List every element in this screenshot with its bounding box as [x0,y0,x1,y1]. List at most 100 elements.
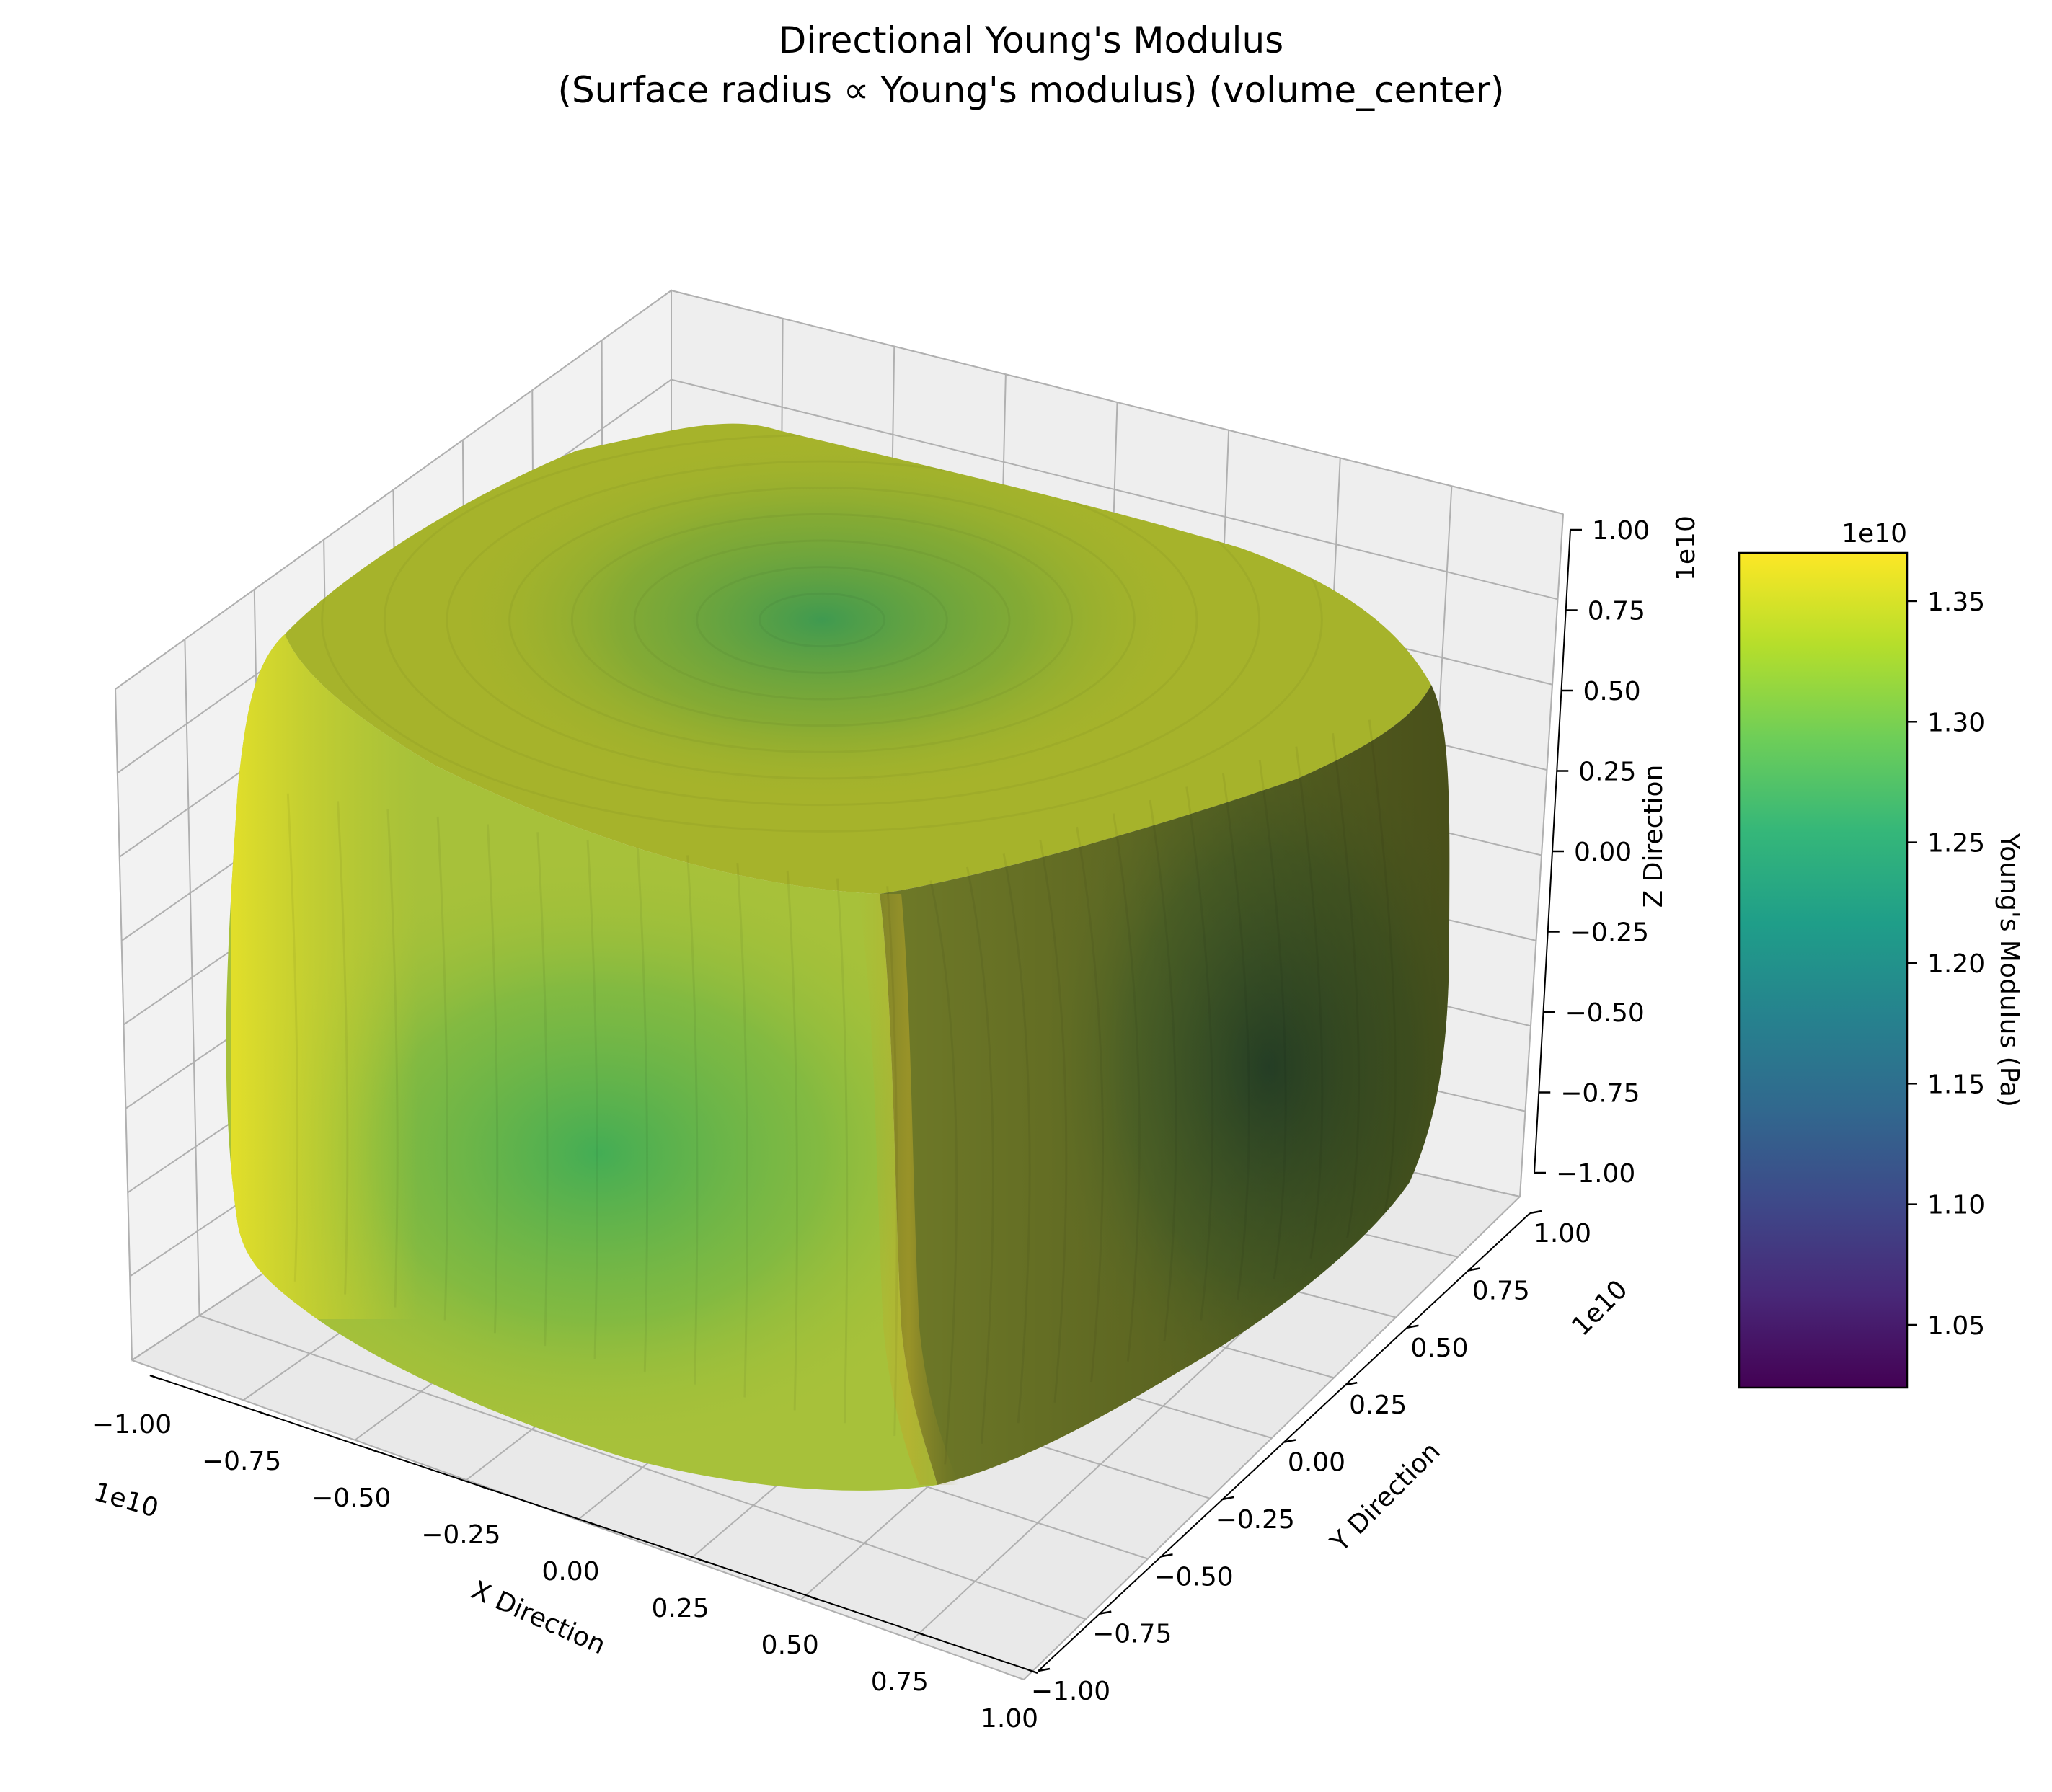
mesh-ring [446,460,1198,780]
tick-label: 0.75 [1588,597,1645,626]
tick-label: 1.00 [981,1704,1038,1734]
tick-label: 1.00 [1592,516,1650,546]
tick-mark [259,1411,270,1417]
tick-label: 1.00 [1534,1219,1591,1248]
tick-label: 0.00 [1574,838,1632,867]
tick-label: 0.25 [652,1594,709,1623]
surface-left-corner-highlight [231,634,418,1319]
mesh-line [1185,786,1214,1321]
mesh-line [486,824,499,1334]
tick-label: 0.50 [1583,677,1641,706]
tick-mark [917,1631,929,1638]
colorbar-tick-label: 1.05 [1927,1311,1985,1341]
mesh-line [436,816,448,1321]
mesh-ring [758,592,886,648]
mesh-line [1332,732,1361,1238]
mesh-ring [508,487,1136,753]
mesh-line [929,880,958,1465]
tick-label: 0.00 [541,1557,599,1587]
mesh-ring [570,513,1074,727]
grid-line [115,290,672,690]
mesh-line [886,886,898,1437]
colorbar-label: Young's Modulus (Pa) [1994,833,2024,1107]
surface-front-edge [858,894,959,1485]
tick-label: −0.50 [311,1483,391,1513]
tick-label: −1.00 [1556,1159,1635,1189]
colorbar-tick-label: 1.20 [1927,949,1985,979]
mesh-line [1258,760,1287,1279]
tick-label: −0.75 [202,1447,281,1476]
mesh-line [736,863,748,1398]
tick-mark [1529,1210,1542,1215]
tick-mark [1407,1324,1419,1329]
mesh-line [536,832,549,1347]
y-axis: −1.00 −0.75 −0.50 −0.25 0.000.250.500.751.00 [1031,1210,1591,1706]
surface-top-low-region [447,433,1197,807]
tick-mark [1027,1668,1038,1675]
tick-label: 0.25 [1578,758,1636,787]
tick-mark [149,1374,161,1380]
mesh-line [286,793,299,1282]
tick-label: 0.50 [761,1631,819,1660]
mesh-line [386,809,399,1308]
tick-label: 0.50 [1410,1334,1468,1363]
tick-mark [368,1447,380,1454]
colorbar-scale [1738,551,1909,1389]
mesh-line [1002,853,1031,1424]
z-axis: −1.00 −0.75 −0.50 −0.25 0.00 0.25 0.50 0.75 1.00 [1534,516,1650,1189]
mesh-line [786,870,798,1411]
mesh-line [1039,840,1068,1403]
z-axis-offset: 1e10 [1671,515,1701,581]
grid-line [671,378,1558,600]
tick-label: −0.25 [1570,918,1649,948]
x-axis-label: X Direction [467,1575,610,1660]
tick-mark [1468,1267,1480,1272]
grid-line [671,290,1564,515]
tick-label: −0.25 [1216,1505,1295,1535]
tick-label: −0.75 [1092,1620,1172,1649]
mesh-line [1221,773,1250,1300]
tick-label: 0.25 [1349,1390,1407,1420]
mesh-ring [696,566,948,674]
mesh-line [965,866,994,1444]
grid-line [1519,513,1564,1197]
tick-mark [1038,1667,1051,1672]
mesh-ring [321,423,1323,833]
tick-label: 0.75 [871,1667,929,1697]
z-axis-label: Z Direction [1639,765,1668,908]
mesh-line [836,878,849,1424]
x-axis: −1.00 −0.75 −0.50 −0.25 0.00 0.25 0.50 0.75 1.00 [92,1374,1038,1734]
colorbar: 1e10 Young's Modulus (Pa) 1.051.101.151.… [1738,519,2024,1389]
tick-mark [478,1484,490,1491]
mesh-line [1149,799,1177,1341]
tick-mark [1100,1610,1112,1615]
surface-mesh [286,423,1397,1465]
colorbar-tick-label: 1.15 [1927,1070,1985,1099]
tick-mark [1283,1439,1296,1443]
mesh-line [1112,813,1141,1362]
tick-mark [698,1558,709,1564]
tick-label: −0.50 [1154,1562,1233,1592]
mesh-line [337,801,349,1295]
y-axis-offset: 1e10 [1566,1274,1633,1341]
tick-label: 0.75 [1472,1276,1530,1305]
mesh-line [1368,719,1397,1217]
mesh-line [636,847,649,1372]
tick-mark [588,1521,599,1527]
mesh-ring [633,539,1011,701]
colorbar-ticks: 1.05 1.10 1.15 1.20 1.25 1.30 1.35 [1907,587,1985,1341]
tick-label: −0.50 [1565,998,1645,1028]
mesh-line [686,855,699,1385]
x-axis-offset: 1e10 [91,1477,162,1523]
tick-label: −0.25 [421,1520,500,1550]
colorbar-tick-label: 1.25 [1927,829,1985,859]
grid-line [1023,1196,1521,1680]
tick-mark [1222,1496,1234,1501]
tick-label: −0.75 [1560,1079,1640,1109]
mesh-line [1295,746,1324,1259]
colorbar-tick-label: 1.30 [1927,708,1985,737]
mesh-line [1076,826,1105,1383]
tick-mark [808,1594,819,1601]
tick-label: 0.00 [1288,1448,1345,1478]
